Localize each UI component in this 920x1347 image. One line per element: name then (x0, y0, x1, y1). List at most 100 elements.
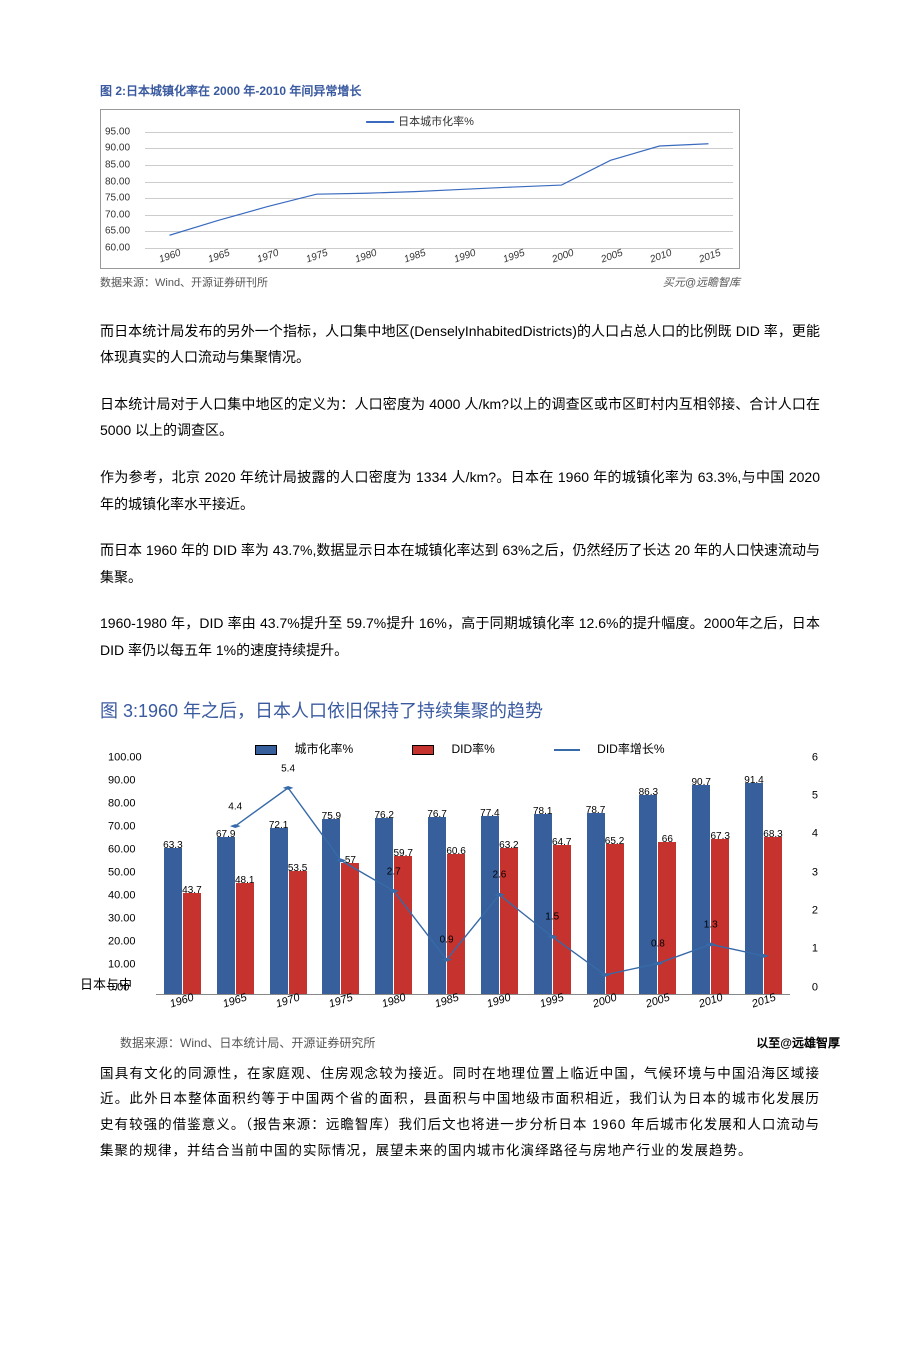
fig3-bar-group: 76.259.71980 (367, 818, 420, 993)
paragraph-3: 作为参考，北京 2020 年统计局披露的人口密度为 1334 人/km?。日本在… (100, 464, 820, 517)
fig3-bar-did-label: 48.1 (235, 871, 254, 890)
fig3-bar-did-label: 57 (345, 851, 356, 870)
fig3-bar-urban: 78.1 (534, 814, 552, 994)
fig2-ytick: 90.00 (105, 139, 130, 158)
fig3-chart: 城市化率% DID率% DID率增长% 0.0010.0020.0030.004… (100, 738, 820, 1008)
fig3-bar-group: 67.948.11965 (209, 837, 262, 993)
fig2-legend-label: 日本城市化率% (398, 116, 474, 128)
fig3-bar-urban-label: 77.4 (480, 804, 499, 823)
fig3-bar-did: 68.3 (764, 837, 782, 994)
fig3-bar-urban-label: 63.3 (163, 836, 182, 855)
fig3-ytick-right: 0 (812, 977, 818, 998)
fig3-bar-did-label: 65.2 (605, 832, 624, 851)
fig3-bar-urban-label: 78.7 (586, 801, 605, 820)
fig3-ytick-left: 80.00 (108, 793, 136, 814)
fig3-bar-group: 72.153.51970 (262, 828, 315, 994)
fig3-bar-urban: 76.7 (428, 817, 446, 993)
paragraph-1: 而日本统计局发布的另外一个指标，人口集中地区(DenselyInhabitedD… (100, 318, 820, 371)
fig3-bar-did-label: 67.3 (710, 827, 729, 846)
fig3-title: 图 3:1960 年之后，日本人口依旧保持了持续集聚的趋势 (100, 694, 820, 728)
fig2-source-row: 数据来源：Wind、开源证券研刊所 买元@远瞻智库 (100, 273, 740, 294)
fig3-growth-label: 0.9 (440, 931, 454, 950)
fig2-source-left: 数据来源：Wind、开源证券研刊所 (100, 273, 268, 294)
fig3-bar-did-label: 64.7 (552, 833, 571, 852)
fig2-ytick: 60.00 (105, 238, 130, 257)
fig3-ytick-left: 100.00 (108, 747, 142, 768)
fig3-legend-urban: 城市化率% (241, 742, 367, 756)
fig3-ytick-left: 40.00 (108, 885, 136, 906)
fig2-legend: 日本城市化率% (366, 112, 474, 133)
fig3-bar-did: 66 (658, 842, 676, 994)
paragraph-5: 1960-1980 年，DID 率由 43.7%提升至 59.7%提升 16%，… (100, 610, 820, 663)
fig3-growth-label: 1.3 (704, 915, 718, 934)
fig3-ytick-right: 5 (812, 786, 818, 807)
fig3-bar-group: 76.760.61985 (420, 817, 473, 993)
fig3-bar-group: 77.463.21990 (473, 816, 526, 994)
fig2-title-text: 日本城镇化率在 2000 年-2010 年间异常增长 (126, 84, 361, 98)
fig3-bar-urban-label: 76.7 (427, 805, 446, 824)
fig3-ytick-right: 2 (812, 901, 818, 922)
fig2-plot-area (145, 132, 733, 246)
fig3-bar-urban-label: 90.7 (691, 773, 710, 792)
fig3-growth-label: 2.6 (492, 866, 506, 885)
fig3-bar-did: 57 (341, 863, 359, 994)
fig2-ytick: 70.00 (105, 205, 130, 224)
fig3-ytick-right: 4 (812, 824, 818, 845)
fig3-bar-group: 91.468.32015 (737, 783, 790, 993)
fig3-bar-did-label: 43.7 (182, 881, 201, 900)
fig3-plot-area: 63.343.7196067.948.1196572.153.5197075.9… (156, 765, 790, 995)
paragraph-4: 而日本 1960 年的 DID 率为 43.7%,数据显示日本在城镇化率达到 6… (100, 537, 820, 590)
fig3-growth-label: 2.7 (387, 862, 401, 881)
fig2-ytick: 75.00 (105, 189, 130, 208)
fig3-bar-urban: 91.4 (745, 783, 763, 993)
fig3-bar-group: 86.3662005 (631, 795, 684, 993)
fig3-bar-urban: 63.3 (164, 848, 182, 994)
fig3-bar-urban-label: 67.9 (216, 825, 235, 844)
fig3-bar-did-label: 60.6 (446, 842, 465, 861)
paragraph-2: 日本统计局对于人口集中地区的定义为：人口密度为 4000 人/km?以上的调查区… (100, 391, 820, 444)
fig3-bar-group: 75.9571975 (314, 819, 367, 994)
fig3-bar-did: 53.5 (289, 871, 307, 994)
fig3-legend: 城市化率% DID率% DID率增长% (100, 738, 820, 761)
fig3-ytick-right: 3 (812, 862, 818, 883)
fig3-bar-urban: 75.9 (322, 819, 340, 994)
fig3-source-right: 以至@远雄智厚 (756, 1032, 840, 1055)
fig3-bar-did-label: 68.3 (763, 825, 782, 844)
fig2-ytick: 95.00 (105, 122, 130, 141)
fig3-bar-group: 63.343.71960 (156, 848, 209, 994)
fig3-bar-urban-label: 72.1 (269, 816, 288, 835)
fig3-bar-urban-label: 78.1 (533, 802, 552, 821)
fig3-side-label: 日本与中 (80, 973, 132, 998)
fig3-ytick-left: 70.00 (108, 816, 136, 837)
fig3-bar-urban-label: 75.9 (322, 807, 341, 826)
fig3-ytick-left: 90.00 (108, 770, 136, 791)
fig3-growth-label: 5.4 (281, 759, 295, 778)
fig3-legend-did: DID率% (398, 742, 508, 756)
fig3-source-left: 数据来源：Wind、日本统计局、开源证券研究所 (120, 1032, 375, 1055)
fig3-ytick-left: 20.00 (108, 931, 136, 952)
fig2-source-right: 买元@远瞻智库 (663, 273, 740, 294)
fig3-bar-did-label: 66 (662, 830, 673, 849)
fig3-bar-did-label: 53.5 (288, 859, 307, 878)
fig2-legend-swatch (366, 121, 394, 123)
fig2-title: 图 2:日本城镇化率在 2000 年-2010 年间异常增长 (100, 80, 820, 103)
fig3-bar-group: 78.164.71995 (526, 814, 579, 994)
fig2-ytick: 65.00 (105, 222, 130, 241)
fig3-bar-urban: 90.7 (692, 785, 710, 994)
fig3-bar-did: 60.6 (447, 854, 465, 993)
fig3-bar-urban-label: 86.3 (639, 783, 658, 802)
fig3-bar-urban: 67.9 (217, 837, 235, 993)
fig3-bar-did: 48.1 (236, 883, 254, 994)
fig2-chart: 日本城市化率% 60.0065.0070.0075.0080.0085.0090… (100, 109, 740, 269)
fig3-bar-urban-label: 76.2 (374, 806, 393, 825)
fig3-growth-label: 0.8 (651, 935, 665, 954)
fig3-bar-did-label: 63.2 (499, 836, 518, 855)
fig3-ytick-left: 10.00 (108, 954, 136, 975)
fig3-source-row: 数据来源：Wind、日本统计局、开源证券研究所 以至@远雄智厚 (120, 1032, 840, 1055)
fig3-bar-urban: 86.3 (639, 795, 657, 993)
fig3-bar-urban: 72.1 (270, 828, 288, 994)
fig3-bars: 63.343.7196067.948.1196572.153.5197075.9… (156, 765, 790, 994)
fig3-bar-group: 90.767.32010 (684, 785, 737, 994)
fig2-line (145, 132, 733, 246)
fig3-ytick-right: 6 (812, 747, 818, 768)
